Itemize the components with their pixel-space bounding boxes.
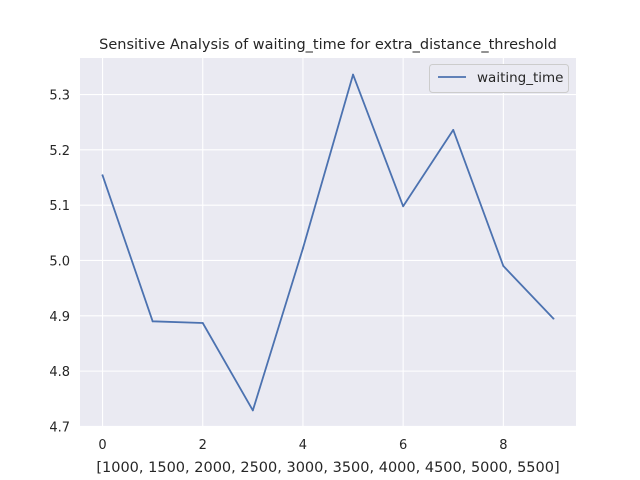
tick-labels: 0 2 4 6 8 4.7 4.8 4.9 5.0 5.1 5.2 5.3 [49,89,507,453]
data-point [552,317,555,320]
legend-label: waiting_time [477,70,563,86]
legend-box [429,64,569,93]
x-tick-label: 2 [199,438,207,453]
legend: waiting_time [429,64,569,93]
y-tick-label: 5.0 [49,254,70,269]
y-tick-label: 4.8 [49,365,70,380]
x-tick-label: 4 [299,438,307,453]
series-line [101,73,555,412]
plot-background [80,58,576,427]
y-tick-label: 5.2 [49,144,70,159]
data-point [352,73,354,76]
data-point [201,322,204,324]
data-point [502,265,505,267]
x-tick-label: 0 [98,438,106,453]
data-point [251,409,254,412]
grid [80,58,576,427]
data-point [302,247,304,250]
data-point [101,174,104,177]
x-tick-label: 6 [399,438,407,453]
data-point [151,320,154,323]
y-tick-label: 4.7 [49,420,70,435]
y-tick-label: 5.1 [49,199,70,214]
series [101,73,555,412]
chart-title: Sensitive Analysis of waiting_time for e… [99,37,557,53]
data-point [452,129,455,131]
data-point [402,205,405,208]
x-tick-label: 8 [499,438,507,453]
y-tick-label: 4.9 [49,310,70,325]
x-axis-label: [1000, 1500, 2000, 2500, 3000, 3500, 400… [96,460,559,476]
y-tick-label: 5.3 [49,89,70,104]
